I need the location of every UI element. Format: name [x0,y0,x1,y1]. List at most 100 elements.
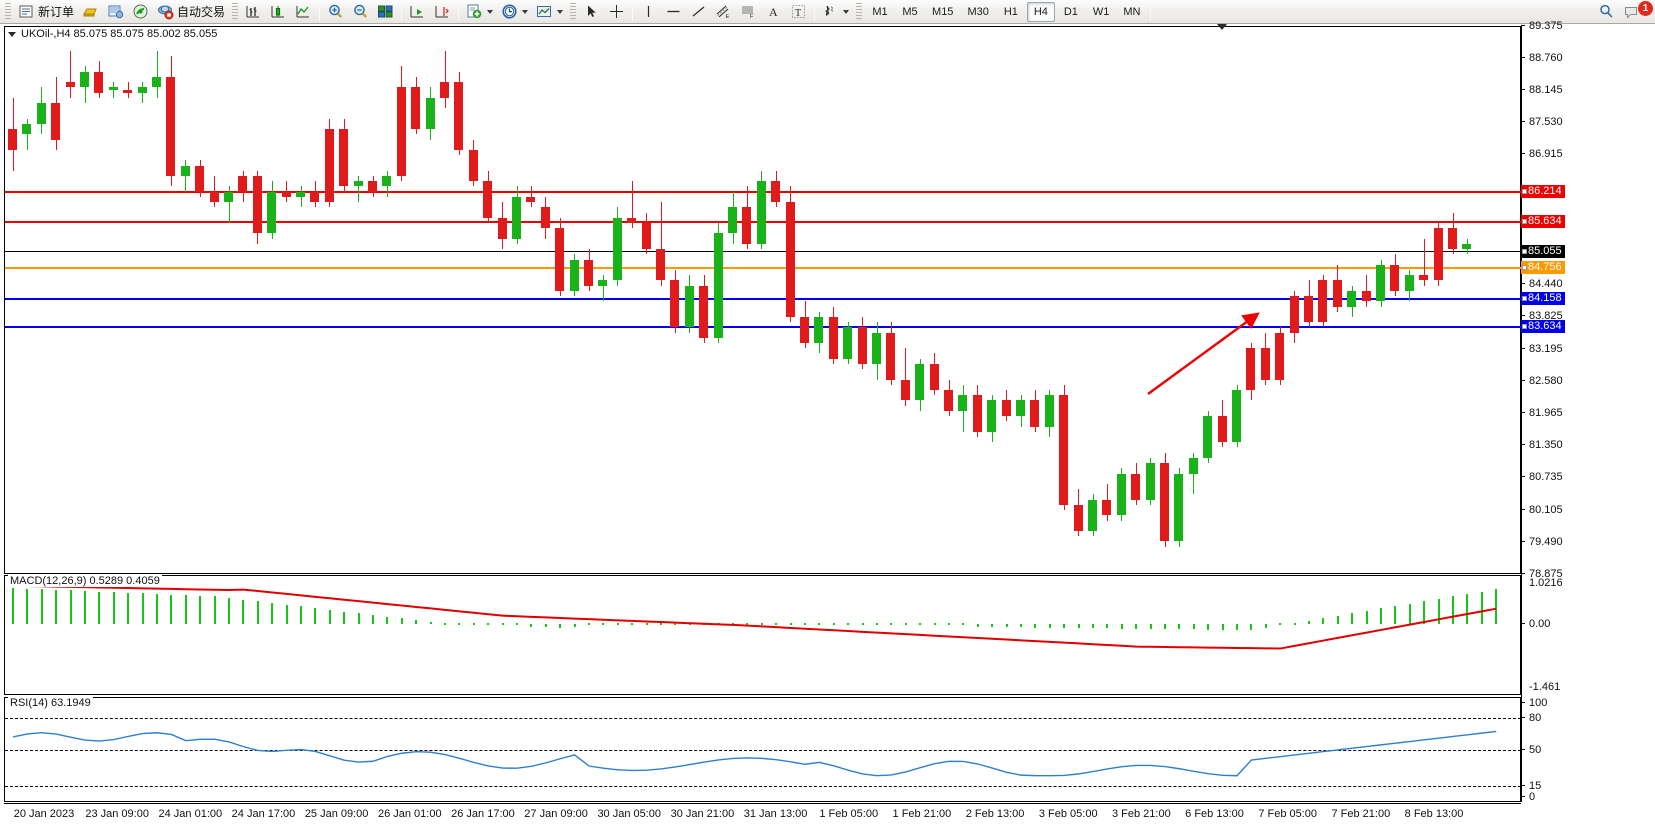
search-icon [1598,3,1615,20]
time-tick: 24 Jan 17:00 [231,808,296,820]
indicators-icon [822,3,839,20]
timeframe-d1[interactable]: D1 [1063,5,1078,18]
timeframe-mn[interactable]: MN [1123,5,1141,18]
macd-histogram-bar [1480,591,1483,625]
chevron-down-icon-3[interactable] [557,9,564,14]
indicators-button[interactable] [818,1,853,22]
line-chart-button[interactable] [291,1,316,22]
shift-end-button[interactable] [405,1,430,22]
price-tag[interactable]: 85.055 [1521,245,1565,259]
timeframe-m30[interactable]: M30 [967,5,989,18]
toolbar-grip-2[interactable] [232,2,239,21]
time-tick: 6 Feb 13:00 [1185,808,1244,820]
cursor-button[interactable] [579,1,604,22]
market-watch-button[interactable] [103,1,128,22]
vertical-line-button[interactable] [636,1,661,22]
templates-button[interactable] [532,1,567,22]
crosshair-icon [608,3,625,20]
macd-histogram-bar [631,623,634,626]
new-order-button[interactable]: 新订单 [14,1,78,22]
navigator-button[interactable] [128,1,153,22]
level-line[interactable] [5,267,1521,270]
crosshair-button[interactable] [604,1,629,22]
macd-panel[interactable] [4,575,1521,695]
macd-histogram-bar [933,623,936,626]
macd-histogram-bar [84,591,86,625]
macd-histogram-bar [516,623,518,626]
toolbar-grip-4[interactable] [856,2,863,21]
notification-button[interactable]: 1 [1619,1,1653,22]
level-line[interactable] [5,251,1521,253]
price-tag[interactable]: 83.634 [1521,319,1565,333]
new-chart-button[interactable] [462,1,497,22]
auto-scroll-button[interactable] [430,1,455,22]
time-tick: 7 Feb 05:00 [1258,808,1318,820]
auto-scroll-icon [434,3,451,20]
autotrading-button[interactable]: 自动交易 [153,1,229,22]
timeframe-m15[interactable]: M15 [932,5,954,18]
macd-histogram-bar [184,595,187,625]
search-button[interactable] [1594,1,1619,22]
chart-title-bar[interactable]: UKOil-,H4 85.075 85.075 85.002 85.055 [8,28,222,40]
candlestick-chart-button[interactable] [266,1,291,22]
macd-histogram-bar [213,596,216,625]
macd-histogram-bar [1192,624,1195,630]
timeframe-h4[interactable]: H4 [1026,1,1055,22]
price-tag[interactable]: 84.158 [1521,292,1565,306]
time-tick: 8 Feb 13:00 [1404,808,1464,820]
timeframe-m1[interactable]: M1 [872,5,888,18]
macd-histogram-bar [1221,624,1224,630]
macd-histogram-bar [861,623,864,626]
chevron-down-icon[interactable] [487,9,494,14]
level-line[interactable] [5,298,1521,301]
equidistant-channel-button[interactable]: E [711,1,736,22]
fibonacci-button[interactable]: F [736,1,761,22]
chevron-down-icon-4[interactable] [843,9,850,14]
price-tag[interactable]: 84.756 [1521,261,1565,275]
rsi-level-line [5,786,1521,788]
macd-histogram-bar [1452,596,1454,625]
macd-histogram-bar [386,616,389,625]
text-button[interactable]: A [761,1,786,22]
time-tick: 7 Feb 21:00 [1331,808,1391,820]
macd-histogram-bar [343,611,346,625]
bar-chart-button[interactable] [241,1,266,22]
chart-area[interactable]: UKOil-,H4 85.075 85.075 85.002 85.055 89… [0,20,1655,824]
toolbar-grip-3[interactable] [570,2,577,21]
chart-collapse-icon[interactable] [8,31,16,37]
level-line[interactable] [5,325,1521,328]
templates-icon [536,3,553,20]
macd-histogram-bar [804,623,806,626]
macd-histogram-bar [1034,624,1037,628]
macd-histogram-bar [904,623,907,626]
tile-windows-button[interactable] [373,1,398,22]
macd-histogram-bar [1063,624,1066,628]
time-tick: 26 Jan 17:00 [451,808,515,820]
zoom-out-button[interactable] [348,1,373,22]
timeframe-h1[interactable]: H1 [1003,5,1018,18]
macd-histogram-bar [1308,620,1310,625]
macd-histogram-bar [1293,623,1296,626]
macd-histogram-bar [789,623,792,626]
chevron-down-icon-2[interactable] [522,9,529,14]
gold-bar-button[interactable] [78,1,103,22]
macd-histogram-bar [1149,624,1152,629]
trendline-button[interactable] [686,1,711,22]
timeframe-m5[interactable]: M5 [902,5,918,18]
macd-histogram-bar [472,623,475,626]
toolbar-grip[interactable] [5,2,11,21]
time-tick: 27 Jan 09:00 [524,808,588,820]
macd-histogram-bar [876,623,878,626]
macd-histogram-bar [832,623,835,626]
zoom-in-button[interactable] [323,1,348,22]
macd-histogram-bar [1351,613,1354,625]
macd-histogram-bar [328,609,331,625]
price-tag[interactable]: 85.634 [1521,215,1565,229]
macd-histogram-bar [1048,624,1051,628]
text-label-button[interactable]: T [786,1,811,22]
timeframe-w1[interactable]: W1 [1092,5,1110,18]
price-tag[interactable]: 86.214 [1521,184,1565,198]
horizontal-line-button[interactable] [661,1,686,22]
equidistant-channel-icon: E [715,3,732,20]
period-button[interactable] [497,1,532,22]
